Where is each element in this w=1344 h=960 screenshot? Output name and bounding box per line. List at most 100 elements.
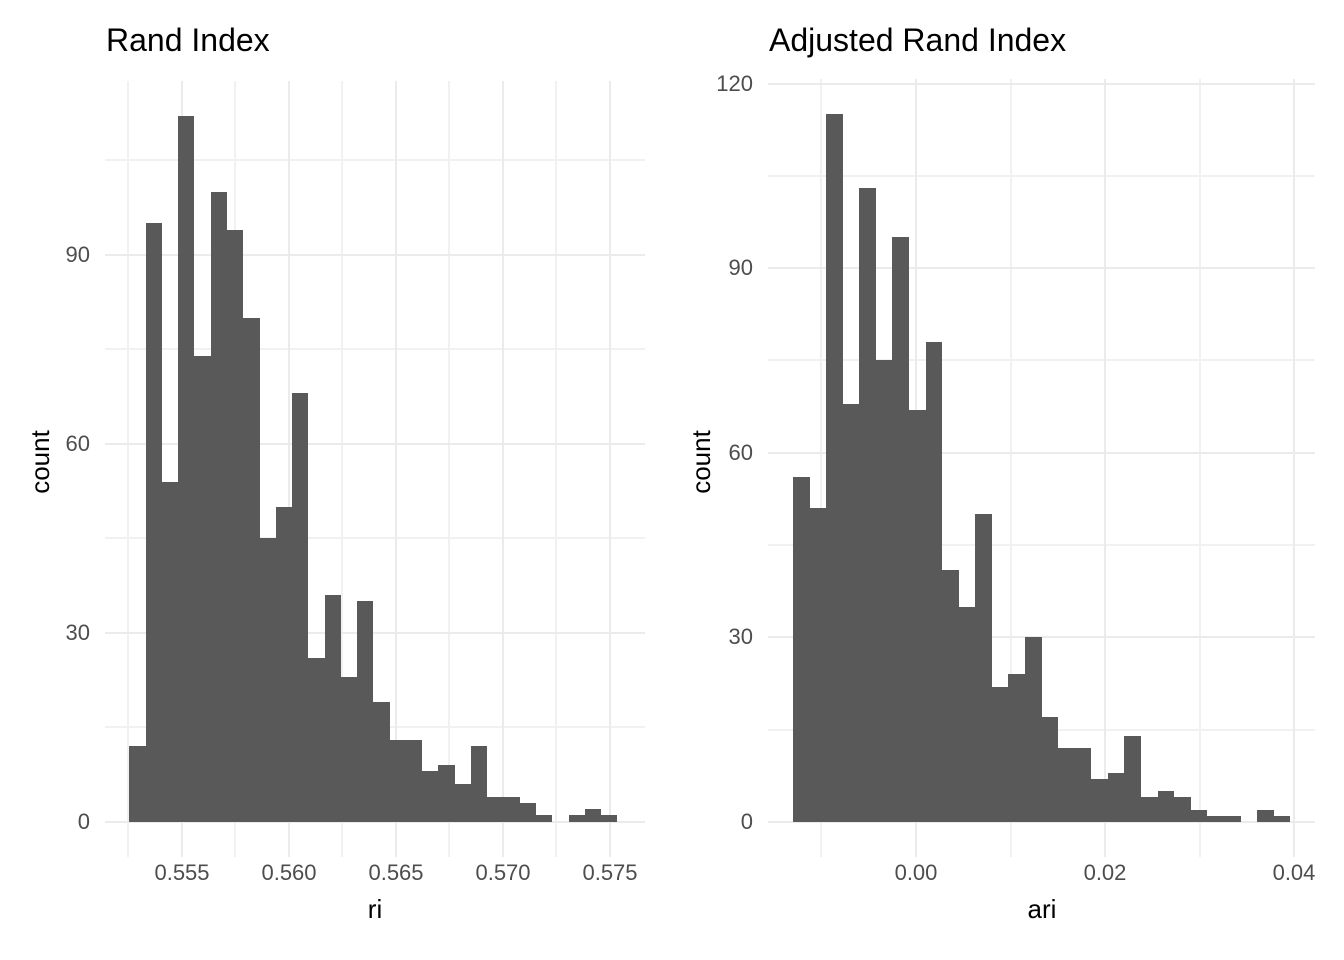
histogram-bar bbox=[292, 393, 308, 822]
histogram-bar bbox=[487, 797, 504, 822]
histogram-bar bbox=[243, 318, 260, 822]
y-tick-label: 90 bbox=[65, 242, 90, 267]
gridline-major-vertical bbox=[609, 81, 611, 857]
histogram-bar bbox=[975, 514, 992, 822]
gridline-minor-horizontal bbox=[768, 544, 1315, 546]
histogram-bar bbox=[892, 237, 909, 822]
y-tick-label: 0 bbox=[77, 809, 90, 834]
x-tick-label: 0.555 bbox=[154, 860, 210, 885]
y-tick-label: 0 bbox=[740, 809, 753, 834]
x-tick-label: 0.00 bbox=[894, 860, 938, 885]
y-tick-label: 60 bbox=[728, 440, 753, 465]
histogram-bar bbox=[1191, 810, 1207, 822]
histogram-bar bbox=[1224, 816, 1241, 822]
gridline-major-horizontal bbox=[105, 443, 645, 445]
gridline-minor-horizontal bbox=[105, 348, 645, 350]
gridline-major-horizontal bbox=[768, 821, 1315, 823]
histogram-bar bbox=[569, 815, 585, 822]
gridline-minor-vertical bbox=[341, 81, 343, 857]
histogram-bar bbox=[1075, 748, 1091, 822]
histogram-bar bbox=[438, 765, 455, 822]
gridline-major-horizontal bbox=[768, 267, 1315, 269]
histogram-bar bbox=[876, 360, 892, 822]
page-title-adjusted-rand-index: Adjusted Rand Index bbox=[769, 22, 1067, 58]
histogram-bar bbox=[227, 230, 243, 822]
gridline-minor-vertical bbox=[127, 81, 129, 857]
x-tick-label: 0.560 bbox=[261, 860, 317, 885]
gridline-major-horizontal bbox=[105, 821, 645, 823]
y-tick-label: 60 bbox=[65, 431, 90, 456]
histogram-bar bbox=[1025, 637, 1042, 822]
histogram-bar bbox=[455, 784, 471, 822]
histogram-bar bbox=[129, 746, 146, 822]
histogram-bar bbox=[1158, 791, 1174, 822]
histogram-bar bbox=[1207, 816, 1224, 822]
x-tick-label: 0.570 bbox=[475, 860, 531, 885]
histogram-bar bbox=[406, 740, 422, 822]
gridline-minor-horizontal bbox=[105, 537, 645, 539]
histogram-bar bbox=[308, 658, 325, 822]
histogram-bar bbox=[1091, 779, 1108, 822]
histogram-bar bbox=[909, 410, 926, 822]
histogram-bar bbox=[520, 803, 536, 822]
y-tick-label: 90 bbox=[728, 255, 753, 280]
histogram-bar bbox=[793, 477, 810, 822]
gridline-major-vertical bbox=[502, 81, 504, 857]
gridline-minor-vertical bbox=[820, 79, 822, 857]
gridline-major-horizontal bbox=[105, 254, 645, 256]
gridline-minor-horizontal bbox=[105, 159, 645, 161]
gridline-minor-vertical bbox=[1199, 79, 1201, 857]
gridline-major-vertical bbox=[288, 81, 290, 857]
histogram-bar bbox=[341, 677, 357, 822]
page-title-rand-index: Rand Index bbox=[106, 22, 270, 58]
gridline-minor-vertical bbox=[448, 81, 450, 857]
histogram-bar bbox=[373, 702, 390, 822]
gridline-major-vertical bbox=[395, 81, 397, 857]
gridline-major-vertical bbox=[1104, 79, 1106, 857]
y-tick-label: 30 bbox=[728, 624, 753, 649]
histogram-bar bbox=[843, 404, 859, 822]
histogram-bar bbox=[146, 223, 162, 822]
histogram-bar bbox=[1042, 717, 1058, 822]
histogram-bar bbox=[1257, 810, 1274, 822]
histogram-bar bbox=[357, 601, 373, 822]
histogram-bar bbox=[1108, 773, 1124, 822]
x-axis-title-ri: ri bbox=[367, 894, 383, 924]
histogram-bar bbox=[162, 482, 178, 822]
x-tick-label: 0.575 bbox=[582, 860, 638, 885]
histogram-bar bbox=[390, 740, 406, 822]
histogram-bar bbox=[422, 771, 438, 822]
histogram-bar bbox=[1058, 748, 1075, 822]
histogram-bar bbox=[942, 570, 959, 822]
histogram-bar bbox=[810, 508, 826, 822]
histogram-bar bbox=[1124, 736, 1141, 822]
gridline-minor-vertical bbox=[555, 81, 557, 857]
histogram-bar bbox=[276, 507, 292, 822]
gridline-minor-horizontal bbox=[768, 359, 1315, 361]
histogram-bar bbox=[1174, 797, 1191, 822]
y-tick-label: 30 bbox=[65, 620, 90, 645]
histogram-bar bbox=[536, 815, 552, 822]
histogram-bar bbox=[601, 815, 617, 822]
histogram-bar bbox=[1141, 797, 1158, 822]
histogram-bar bbox=[1008, 674, 1025, 822]
histogram-bar bbox=[959, 607, 975, 822]
x-tick-label: 0.02 bbox=[1083, 860, 1127, 885]
gridline-major-vertical bbox=[1293, 79, 1295, 857]
gridline-major-horizontal bbox=[768, 83, 1315, 85]
histogram-bar bbox=[178, 116, 194, 822]
histogram-bar bbox=[926, 342, 942, 822]
gridline-major-horizontal bbox=[105, 632, 645, 634]
histogram-bar bbox=[585, 809, 601, 822]
gridline-major-horizontal bbox=[768, 452, 1315, 454]
histogram-bar bbox=[826, 114, 843, 822]
histogram-bar bbox=[471, 746, 487, 822]
gridline-minor-horizontal bbox=[768, 175, 1315, 177]
histogram-bar bbox=[1274, 816, 1290, 822]
histogram-bar bbox=[859, 188, 876, 822]
histogram-bar bbox=[194, 356, 211, 822]
histogram-bar bbox=[211, 192, 227, 822]
x-tick-label: 0.04 bbox=[1272, 860, 1316, 885]
gridline-minor-vertical bbox=[1010, 79, 1012, 857]
